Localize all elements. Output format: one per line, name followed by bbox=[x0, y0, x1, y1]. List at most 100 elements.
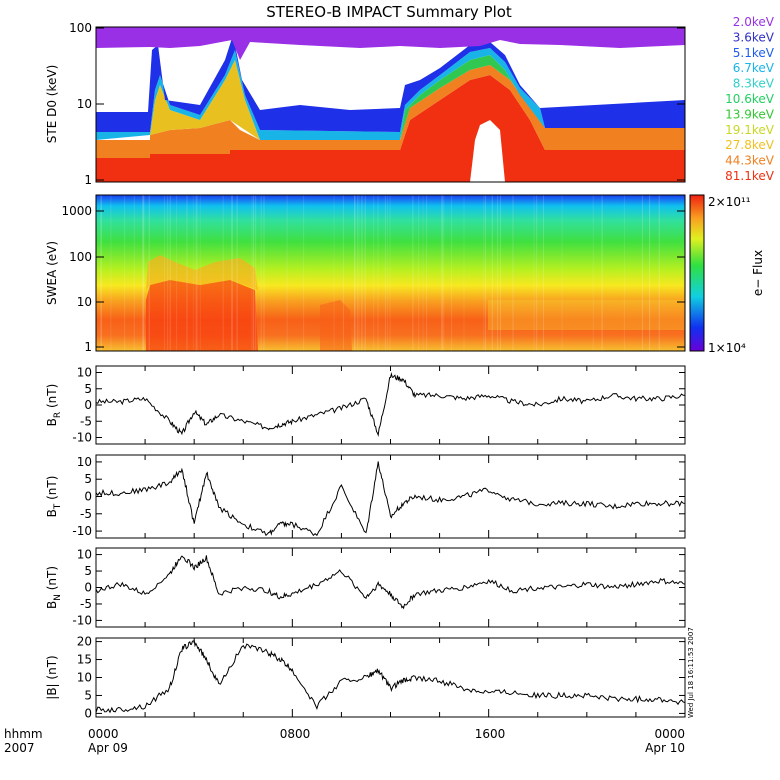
chart-title: STEREO-B IMPACT Summary Plot bbox=[266, 3, 512, 21]
colorbar bbox=[689, 194, 705, 352]
swea-streak bbox=[354, 195, 356, 351]
y-tick-label: 10 bbox=[77, 671, 92, 685]
x-tick-label-0000: 0000 bbox=[88, 727, 119, 741]
y-tick-label: 10 bbox=[77, 455, 92, 469]
swea-streak bbox=[263, 195, 265, 351]
swea-spectrogram bbox=[96, 195, 685, 351]
swea-streak bbox=[623, 195, 625, 351]
swea-y-ticks bbox=[96, 210, 685, 348]
timestamp-stamp: Wed Jul 18 16:11:53 2007 bbox=[687, 627, 695, 718]
y-tick-label: 0 bbox=[84, 490, 92, 504]
legend-entry-3.6keV: 3.6keV bbox=[733, 30, 775, 44]
swea-ytick-100: 100 bbox=[69, 250, 92, 264]
swea-streak bbox=[641, 195, 643, 351]
swea-streak bbox=[418, 195, 420, 351]
swea-streak bbox=[441, 195, 442, 351]
swea-streak bbox=[601, 195, 603, 351]
ylabel-|B|: |B| (nT) bbox=[45, 655, 59, 699]
swea-ytick-1: 1 bbox=[84, 340, 92, 354]
swea-streak bbox=[101, 195, 102, 351]
swea-enhancement-halo bbox=[146, 255, 258, 290]
swea-streak bbox=[361, 195, 363, 351]
legend-entry-6.7keV: 6.7keV bbox=[733, 61, 775, 75]
swea-streak bbox=[176, 195, 178, 351]
swea-streak bbox=[342, 195, 344, 351]
y-tick-label: -10 bbox=[72, 613, 92, 627]
swea-streak bbox=[260, 195, 262, 351]
swea-frame bbox=[95, 194, 686, 352]
x-tick-label-1600: 1600 bbox=[475, 727, 506, 741]
swea-streak bbox=[389, 195, 391, 351]
swea-streak bbox=[358, 195, 360, 351]
series-line-|B| bbox=[95, 639, 686, 714]
panel-frame bbox=[95, 454, 686, 539]
ste-ytick-100: 100 bbox=[69, 21, 92, 35]
panel-BN: -10 -5 0 5 10 BN (nT) bbox=[45, 547, 686, 628]
x-tick-label-0800: 0800 bbox=[280, 727, 311, 741]
x-axis: hhmm 2007 0000 0800 1600 0000 Apr 09 Apr… bbox=[4, 727, 685, 755]
colorbar-min-label: 1×10⁴ bbox=[708, 341, 746, 355]
swea-streak bbox=[649, 195, 651, 351]
swea-ytick-1000: 1000 bbox=[61, 204, 92, 218]
y-tick-label: 0 bbox=[84, 581, 92, 595]
colorbar-label: e− Flux bbox=[751, 250, 765, 296]
swea-streak bbox=[500, 195, 501, 351]
panel-BT: -10 -5 0 5 10 BT (nT) bbox=[45, 454, 686, 539]
y-tick-label: -10 bbox=[72, 524, 92, 538]
swea-streak bbox=[357, 195, 359, 351]
swea-streak bbox=[333, 195, 335, 351]
swea-streak bbox=[387, 195, 388, 351]
swea-streak bbox=[167, 195, 169, 351]
legend-entry-10.6keV: 10.6keV bbox=[725, 92, 775, 106]
legend-entry-13.9keV: 13.9keV bbox=[725, 107, 775, 121]
swea-streak bbox=[384, 195, 386, 351]
swea-streak bbox=[199, 195, 201, 351]
y-tick-label: -5 bbox=[80, 414, 92, 428]
legend-entry-44.3keV: 44.3keV bbox=[725, 154, 775, 168]
swea-streak bbox=[426, 195, 428, 351]
swea-streak bbox=[412, 195, 414, 351]
swea-streak bbox=[561, 195, 563, 351]
ste-channel-white-gap bbox=[470, 120, 505, 182]
swea-streak bbox=[536, 195, 538, 351]
swea-streak bbox=[124, 195, 126, 351]
swea-streak bbox=[361, 195, 363, 351]
series-line-BN bbox=[95, 555, 686, 610]
swea-streak bbox=[142, 195, 144, 351]
swea-streak bbox=[255, 195, 257, 351]
y-tick-label: 15 bbox=[77, 653, 92, 667]
ylabel-BN: BN (nT) bbox=[45, 566, 63, 609]
swea-streak bbox=[658, 195, 660, 351]
swea-streak bbox=[543, 195, 544, 351]
ste-channel-2kev bbox=[96, 27, 685, 60]
y-tick-label: 20 bbox=[77, 635, 92, 649]
colorbar-max-label: 2×10¹¹ bbox=[708, 195, 751, 209]
swea-enhancement-2 bbox=[320, 300, 352, 351]
swea-ylabel: SWEA (eV) bbox=[45, 241, 59, 305]
ste-ytick-1: 1 bbox=[84, 173, 92, 187]
ste-channel-44 bbox=[96, 65, 685, 158]
legend-entry-5.1keV: 5.1keV bbox=[733, 46, 775, 60]
swea-streak bbox=[373, 195, 375, 351]
swea-streak bbox=[442, 195, 443, 351]
y-tick-label: 5 bbox=[84, 382, 92, 396]
swea-streaks bbox=[100, 195, 660, 351]
x-date-end: Apr 10 bbox=[645, 741, 685, 755]
y-tick-label: 5 bbox=[84, 688, 92, 702]
swea-panel: 1000 100 10 1 SWEA (eV) 2×10¹¹ 1×10⁴ e− … bbox=[45, 194, 765, 355]
ste-channel-81 bbox=[96, 75, 685, 182]
panel-frame bbox=[95, 365, 686, 445]
panel-frame bbox=[95, 547, 686, 628]
swea-ytick-10: 10 bbox=[77, 295, 92, 309]
legend-entry-81.1keV: 81.1keV bbox=[725, 169, 775, 183]
ste-channel-mid bbox=[150, 60, 260, 140]
y-tick-label: 5 bbox=[84, 472, 92, 486]
swea-streak bbox=[512, 195, 514, 351]
swea-streak bbox=[422, 195, 424, 351]
y-tick-label: 0 bbox=[84, 706, 92, 720]
swea-streak bbox=[253, 195, 255, 351]
swea-streak bbox=[658, 195, 660, 351]
x-tick-label-0000-end: 0000 bbox=[654, 727, 685, 741]
